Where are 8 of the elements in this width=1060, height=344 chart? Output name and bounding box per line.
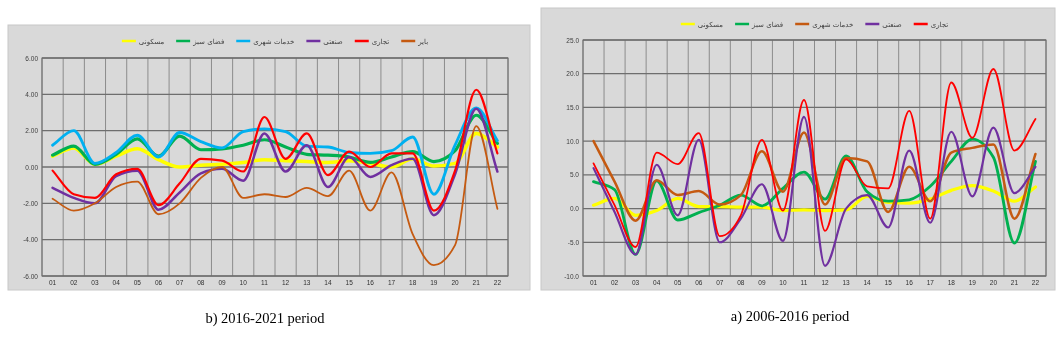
text: b) 2016-2021 period [205, 310, 326, 327]
line-series [51, 107, 499, 217]
line-series [51, 106, 499, 196]
line-series [51, 125, 499, 266]
line-series [592, 115, 1037, 267]
line-series [51, 88, 499, 212]
line-series [592, 68, 1037, 248]
text: a) 2006-2016 period [730, 308, 850, 325]
